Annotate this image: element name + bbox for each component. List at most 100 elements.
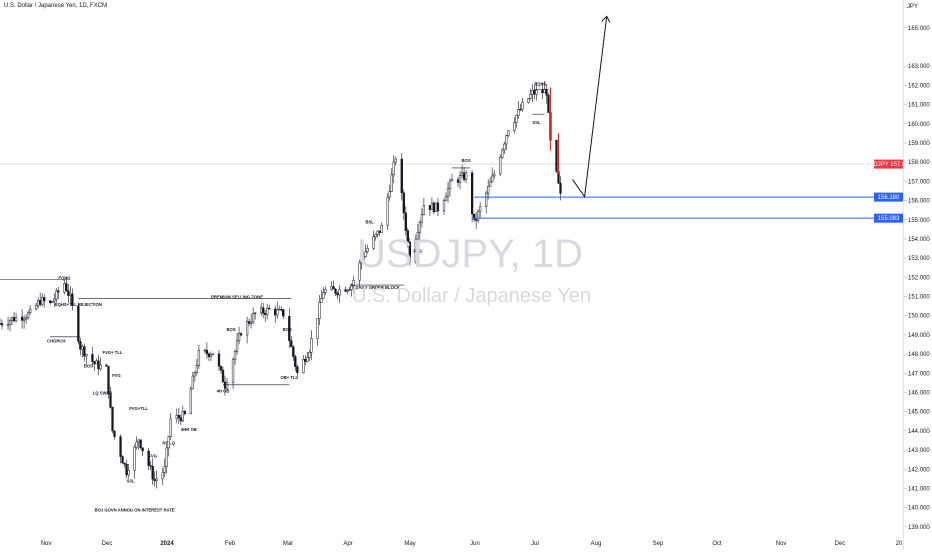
y-tick-label: 165.000 bbox=[908, 26, 930, 32]
candle-down bbox=[151, 466, 154, 480]
candle-up bbox=[127, 470, 130, 476]
chart-header: U.S. Dollar / Japanese Yen, 1D, FXCM bbox=[0, 0, 900, 16]
candle-down bbox=[207, 353, 211, 357]
candle-down bbox=[49, 300, 52, 303]
candle-up bbox=[380, 225, 383, 233]
candle-down bbox=[280, 308, 283, 311]
candle-up bbox=[489, 181, 492, 187]
candle-up bbox=[352, 280, 355, 287]
candle-up bbox=[155, 478, 158, 482]
annotation-label: BOS bbox=[226, 327, 235, 332]
candle-down bbox=[436, 202, 440, 212]
candle-down bbox=[67, 290, 70, 296]
y-tick-label: 163.000 bbox=[908, 64, 930, 70]
annotation-label: OB+ TLL bbox=[281, 375, 299, 380]
candle-down bbox=[555, 139, 558, 172]
candle-down bbox=[71, 293, 74, 306]
candle-down bbox=[105, 364, 108, 367]
x-tick-label: Jul bbox=[531, 541, 539, 547]
candle-up bbox=[225, 382, 229, 389]
candle-up bbox=[175, 415, 178, 420]
candle-up bbox=[338, 289, 341, 296]
candle-up bbox=[35, 305, 38, 310]
candle-up bbox=[418, 221, 422, 233]
zone-price-tag-text: 156.180 bbox=[878, 195, 900, 201]
candle-up bbox=[6, 324, 10, 326]
candle-down bbox=[109, 393, 112, 408]
annotation-label: BOJ GOVN ANNOU ON INTEREST RATE bbox=[95, 507, 175, 512]
projection-arrowhead bbox=[601, 15, 611, 23]
candle-up bbox=[503, 143, 506, 151]
candle-down bbox=[223, 381, 227, 389]
price-chart[interactable]: Nov Dec 2024 Feb Mar Apr May Jun Jul Aug Sep Oct Nov… bbox=[0, 0, 903, 550]
y-tick-label: 157.000 bbox=[908, 179, 930, 185]
candle-up bbox=[366, 248, 369, 252]
candle-down bbox=[344, 289, 347, 292]
candle-down bbox=[20, 316, 24, 321]
y-tick-label: 158.000 bbox=[908, 160, 930, 166]
candle-down bbox=[121, 456, 124, 464]
candle-up bbox=[28, 308, 32, 313]
candle-up bbox=[460, 172, 464, 176]
candle-down bbox=[0, 323, 2, 325]
y-tick-label: 145.000 bbox=[908, 410, 930, 416]
y-tick-label: 139.000 bbox=[908, 525, 930, 531]
x-tick-label: Apr bbox=[343, 541, 352, 547]
y-tick-label: 150.000 bbox=[908, 314, 930, 320]
annotation-label: DAILY ORDER BLOCK bbox=[355, 285, 399, 290]
candle-down bbox=[432, 202, 436, 213]
candle-up bbox=[388, 191, 391, 198]
candle-down bbox=[217, 353, 221, 367]
candle-down bbox=[304, 359, 307, 362]
candle-down bbox=[125, 463, 128, 476]
candle-up bbox=[55, 290, 58, 300]
candle-down bbox=[153, 478, 156, 482]
candle-down bbox=[262, 307, 265, 314]
y-tick-label: 153.000 bbox=[908, 256, 930, 262]
x-tick-label: Jun bbox=[470, 541, 480, 547]
candle-down bbox=[93, 361, 96, 365]
candle-up bbox=[501, 149, 504, 158]
candle-down bbox=[0, 323, 4, 326]
candle-down bbox=[79, 341, 82, 350]
candle-down bbox=[219, 365, 223, 371]
candle-up bbox=[189, 388, 193, 415]
candle-up bbox=[458, 175, 462, 183]
candle-down bbox=[107, 366, 110, 395]
candle-up bbox=[320, 298, 323, 303]
candle-up bbox=[26, 312, 30, 319]
candles bbox=[0, 81, 562, 489]
candle-up bbox=[99, 364, 102, 370]
candle-up bbox=[527, 98, 530, 103]
candle-up bbox=[191, 375, 195, 390]
candle-up bbox=[211, 353, 215, 356]
y-tick-label: 144.000 bbox=[908, 429, 930, 435]
annotation-label: FVG+ TLL bbox=[103, 350, 123, 355]
candle-down bbox=[294, 356, 297, 367]
candle-up bbox=[450, 179, 454, 182]
candle-up bbox=[372, 236, 375, 249]
candle-down bbox=[123, 462, 126, 465]
candle-down bbox=[400, 158, 403, 194]
candle-up bbox=[521, 102, 524, 110]
watermark-symbol: USDJPY, 1D bbox=[357, 232, 584, 276]
symbol-title[interactable]: U.S. Dollar / Japanese Yen, 1D, FXCM bbox=[4, 3, 108, 9]
candle-up bbox=[360, 259, 363, 264]
annotation-label: SSL bbox=[127, 479, 136, 484]
candle-up bbox=[316, 318, 319, 339]
candle-down bbox=[533, 90, 536, 95]
candle-down bbox=[43, 297, 46, 302]
price-axis[interactable]: 139.000 140.000 141.000 142.000 143.000 144.0… bbox=[903, 0, 932, 550]
candle-up bbox=[133, 446, 136, 471]
y-tick-label: 148.000 bbox=[908, 352, 930, 358]
candle-down bbox=[239, 333, 243, 336]
y-tick-label: 162.000 bbox=[908, 83, 930, 89]
candle-down bbox=[470, 172, 474, 215]
candle-up bbox=[63, 283, 66, 293]
x-tick-label: Sep bbox=[653, 541, 664, 547]
candle-up bbox=[392, 161, 395, 176]
current-price-tag-text: USDJPY 157.900 bbox=[865, 162, 903, 168]
y-tick-label: 147.000 bbox=[908, 371, 930, 377]
candle-down bbox=[334, 288, 337, 294]
